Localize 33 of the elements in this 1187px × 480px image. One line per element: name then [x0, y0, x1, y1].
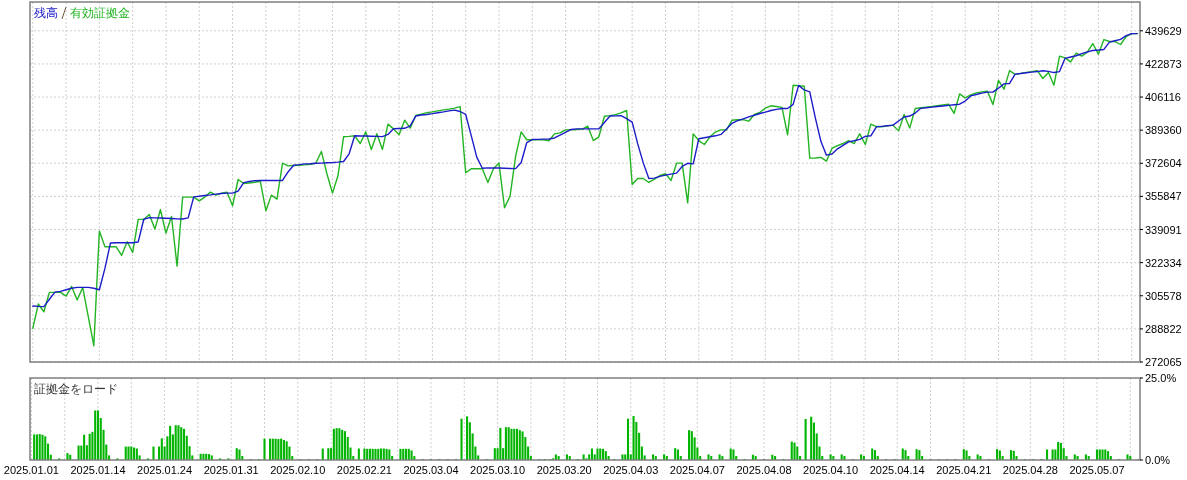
- y-tick-label: 25.0%: [1145, 372, 1177, 384]
- text: 残高: [34, 6, 58, 20]
- x-tick-label: 2025.04.08: [736, 464, 792, 476]
- x-tick-label: 2025.04.07: [669, 464, 725, 476]
- x-tick-label: 2025.02.10: [270, 464, 326, 476]
- y-tick-label: 272065: [1145, 356, 1182, 368]
- x-tick-label: 2025.01.31: [203, 464, 259, 476]
- y-tick-label: 305578: [1145, 289, 1182, 302]
- x-tick-label: 2025.02.21: [336, 464, 392, 476]
- y-tick-label: 322334: [1145, 256, 1182, 269]
- text: 有効証拠金: [70, 6, 130, 20]
- x-tick-label: 2025.04.14: [869, 464, 925, 476]
- x-tick-label: 2025.01.01: [3, 464, 59, 476]
- chart-title: 証拠金をロード: [34, 382, 118, 396]
- x-tick-label: 2025.04.03: [603, 464, 659, 476]
- x-tick-label: 2025.01.14: [70, 464, 126, 476]
- y-tick-label: 372604: [1145, 157, 1182, 170]
- x-tick-label: 2025.05.07: [1069, 464, 1125, 476]
- y-tick-label: 0.0%: [1145, 454, 1171, 466]
- x-tick-label: 2025.03.20: [536, 464, 592, 476]
- x-tick-label: 2025.04.21: [936, 464, 992, 476]
- x-tick-label: 2025.03.04: [403, 464, 459, 476]
- x-tick-label: 2025.03.10: [470, 464, 526, 476]
- x-tick-label: 2025.04.10: [803, 464, 859, 476]
- y-tick-label: 406116: [1145, 91, 1181, 104]
- y-tick-label: 355847: [1145, 190, 1182, 203]
- y-tick-label: 288822: [1145, 322, 1182, 335]
- y-tick-label: 389360: [1145, 124, 1182, 137]
- y-tick-label: 439629: [1145, 24, 1182, 37]
- y-tick-label: 339091: [1145, 223, 1182, 236]
- y-tick-label: 422873: [1145, 57, 1182, 70]
- x-tick-label: 2025.01.24: [137, 464, 193, 476]
- x-tick-label: 2025.04.28: [1002, 464, 1058, 476]
